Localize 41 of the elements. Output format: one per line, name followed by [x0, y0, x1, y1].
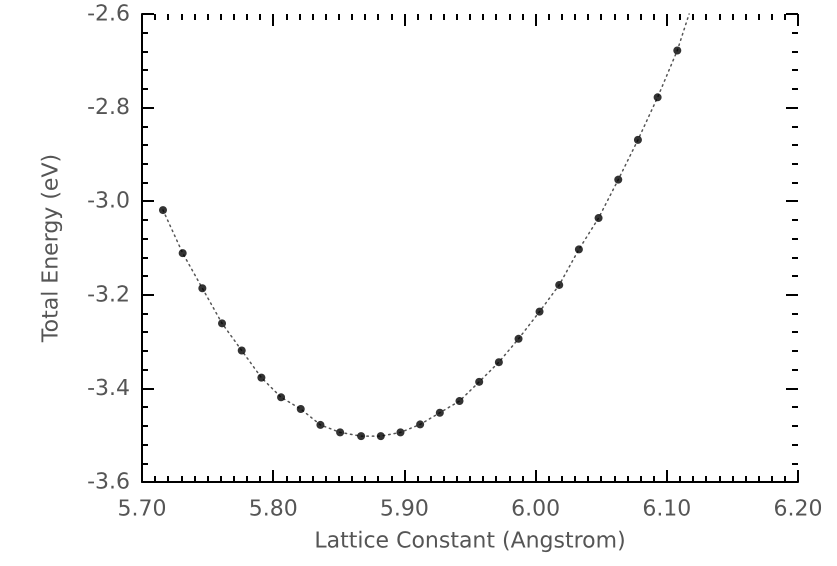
point: [296, 404, 305, 413]
point: [494, 358, 503, 366]
point: [238, 346, 246, 354]
x-tick-label: 6.10: [642, 496, 692, 522]
y-tick-label: -3.0: [87, 188, 130, 214]
y-tick-label: -3.6: [87, 470, 130, 494]
point: [376, 432, 385, 440]
point: [574, 245, 583, 254]
x-axis-title: Lattice Constant (Angstrom): [314, 528, 626, 554]
point: [357, 432, 366, 440]
point: [436, 408, 444, 417]
point: [634, 136, 642, 144]
point: [277, 393, 286, 402]
x-tick-label: 6.20: [774, 496, 822, 522]
point: [555, 280, 564, 289]
y-axis-title: Total Energy (eV): [38, 154, 64, 344]
x-tick-label: 5.90: [380, 496, 429, 522]
point: [594, 214, 603, 222]
point: [336, 428, 344, 436]
point: [396, 428, 404, 436]
point: [316, 420, 324, 429]
point: [178, 249, 187, 258]
point: [416, 420, 424, 428]
x-tick-label: 5.80: [248, 496, 298, 522]
y-tick-label: -2.6: [87, 2, 130, 26]
point: [218, 319, 226, 328]
point: [456, 397, 464, 406]
point: [614, 176, 622, 184]
x-tick-label: 6.00: [511, 496, 560, 522]
x-tick-label: 5.70: [118, 496, 166, 522]
point: [198, 284, 206, 292]
point: [159, 206, 167, 214]
point: [536, 308, 544, 316]
y-tick-label: -3.4: [87, 376, 130, 401]
point: [514, 334, 523, 343]
y-tick-label: -3.2: [87, 282, 130, 308]
y-tick-label: -2.8: [87, 95, 130, 120]
point: [475, 378, 484, 386]
point: [654, 93, 662, 102]
point: [673, 46, 682, 54]
point: [257, 374, 266, 382]
